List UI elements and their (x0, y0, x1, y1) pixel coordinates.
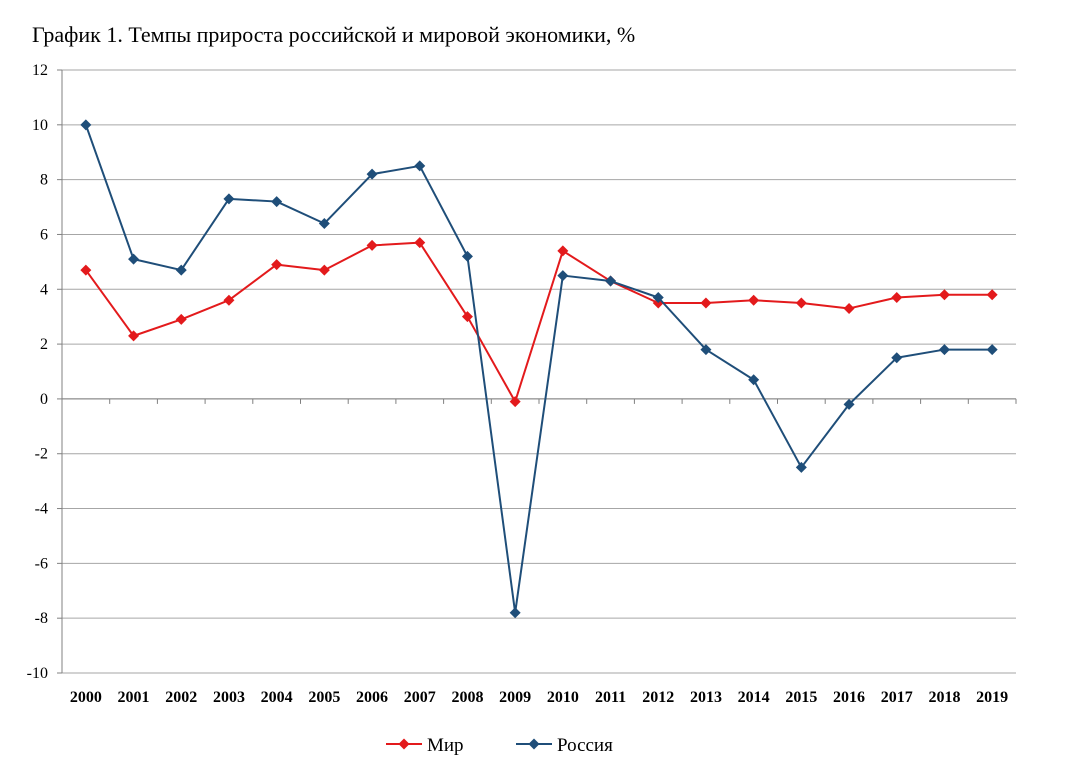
y-tick-label: -6 (35, 555, 48, 572)
x-tick-label: 2001 (118, 689, 150, 706)
y-tick-label: -4 (35, 501, 48, 518)
x-tick-label: 2016 (833, 689, 865, 706)
data-point (80, 264, 92, 276)
data-point (557, 270, 569, 282)
data-point (509, 396, 521, 408)
data-point (414, 160, 426, 172)
data-point (938, 344, 950, 356)
x-tick-label: 2019 (976, 689, 1008, 706)
data-point (986, 289, 998, 301)
y-axis-ticks: 12 10 8 6 4 2 0 -2 -4 -6 -8 -10 (27, 62, 48, 682)
x-tick-label: 2014 (738, 689, 770, 706)
data-point (80, 119, 92, 131)
x-tick-label: 2002 (165, 689, 197, 706)
x-tick-label: 2011 (595, 689, 626, 706)
data-point (175, 264, 187, 276)
data-point (461, 311, 473, 323)
data-point (128, 330, 140, 342)
legend-label: Россия (557, 735, 613, 756)
legend-label: Мир (427, 735, 464, 756)
legend-item: Россия (516, 735, 613, 756)
x-tick-label: 2005 (308, 689, 340, 706)
y-tick-label: 2 (40, 336, 48, 353)
x-tick-label: 2006 (356, 689, 388, 706)
data-point (795, 297, 807, 309)
y-tick-label: 10 (32, 117, 48, 134)
y-tick-label: 8 (40, 172, 48, 189)
series-line (84, 124, 993, 614)
data-point (128, 253, 140, 265)
x-tick-label: 2013 (690, 689, 722, 706)
data-point (414, 237, 426, 249)
legend: Мир Россия (386, 735, 613, 756)
data-point (318, 217, 330, 229)
data-point (938, 289, 950, 301)
series-line (85, 241, 993, 403)
data-point (700, 344, 712, 356)
data-point (366, 168, 378, 180)
data-point (748, 374, 760, 386)
x-tick-label: 2018 (928, 689, 960, 706)
legend-item: Мир (386, 735, 464, 756)
x-tick-label: 2008 (451, 689, 483, 706)
legend-marker (398, 738, 410, 750)
series-1 (80, 237, 998, 408)
gridlines (57, 69, 1017, 674)
data-point (891, 291, 903, 303)
x-tick-label: 2009 (499, 689, 531, 706)
y-tick-label: 4 (40, 281, 48, 298)
data-point (652, 291, 664, 303)
chart-title: График 1. Темпы прироста российской и ми… (32, 22, 635, 47)
x-axis-ticks: 2000 2001 2002 2003 2004 2005 2006 2007 2008 2009… (70, 689, 1008, 706)
series-2 (80, 119, 998, 619)
data-point (795, 461, 807, 473)
y-tick-label: 12 (32, 62, 48, 79)
legend-marker (528, 738, 540, 750)
x-tick-label: 2004 (261, 689, 293, 706)
x-tick-label: 2017 (881, 689, 913, 706)
x-tick-label: 2012 (642, 689, 674, 706)
data-point (700, 297, 712, 309)
data-point (318, 264, 330, 276)
series-lines (80, 119, 998, 619)
x-tick-label: 2010 (547, 689, 579, 706)
data-point (223, 294, 235, 306)
data-point (557, 245, 569, 257)
data-point (986, 344, 998, 356)
x-tick-label: 2007 (404, 689, 436, 706)
data-point (509, 607, 521, 619)
y-tick-label: -2 (35, 446, 48, 463)
x-tick-label: 2015 (785, 689, 817, 706)
y-tick-label: -8 (35, 610, 48, 627)
data-point (748, 294, 760, 306)
y-tick-label: -10 (27, 665, 48, 682)
data-point (605, 275, 617, 287)
data-point (891, 352, 903, 364)
x-tick-label: 2003 (213, 689, 245, 706)
y-tick-label: 6 (40, 226, 48, 243)
data-point (843, 398, 855, 410)
y-tick-label: 0 (40, 391, 48, 408)
data-point (366, 239, 378, 251)
x-tick-label: 2000 (70, 689, 102, 706)
data-point (461, 250, 473, 262)
data-point (271, 259, 283, 271)
data-point (175, 313, 187, 325)
data-point (223, 193, 235, 205)
data-point (271, 196, 283, 208)
data-point (843, 302, 855, 314)
